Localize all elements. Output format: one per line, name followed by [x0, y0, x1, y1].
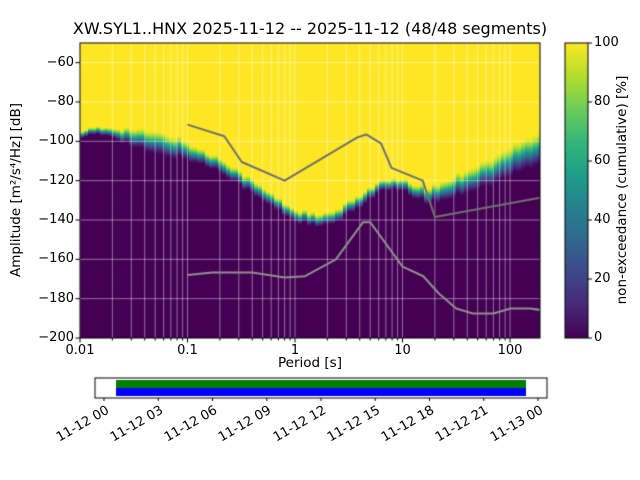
- x-axis-label: Period [s]: [278, 355, 342, 371]
- y-tick-label-7: −60: [46, 54, 74, 70]
- colorbar-tick-label-0: 0: [594, 330, 603, 345]
- y-tick-label-5: −100: [38, 133, 74, 149]
- y-tick-label-2: −160: [38, 251, 74, 267]
- y-tick-label-3: −140: [38, 212, 74, 227]
- y-tick-label-1: −180: [38, 290, 74, 306]
- colorbar-tick-label-3: 60: [594, 153, 611, 168]
- colorbar-tick-label-5: 100: [594, 35, 619, 50]
- plot-title: XW.SYL1..HNX 2025-11-12 -- 2025-11-12 (4…: [72, 19, 548, 38]
- colorbar-tick-label-4: 80: [594, 94, 611, 109]
- x-tick-label-0: 0.01: [65, 343, 95, 358]
- x-tick-label-1: 0.1: [177, 343, 198, 358]
- x-tick-label-2: 1: [290, 343, 300, 358]
- x-tick-label-3: 10: [394, 343, 411, 358]
- colorbar-tick-label-2: 40: [594, 212, 611, 227]
- y-tick-label-6: −80: [46, 94, 74, 109]
- colorbar-label: non-exceedance (cumulative) [%]: [614, 75, 630, 305]
- y-tick-label-0: −200: [38, 330, 74, 345]
- y-axis-label: Amplitude [m²/s⁴/Hz] [dB]: [8, 102, 24, 278]
- colorbar-tick-label-1: 20: [594, 271, 611, 286]
- x-tick-label-4: 100: [497, 343, 523, 358]
- y-tick-label-4: −120: [38, 172, 74, 188]
